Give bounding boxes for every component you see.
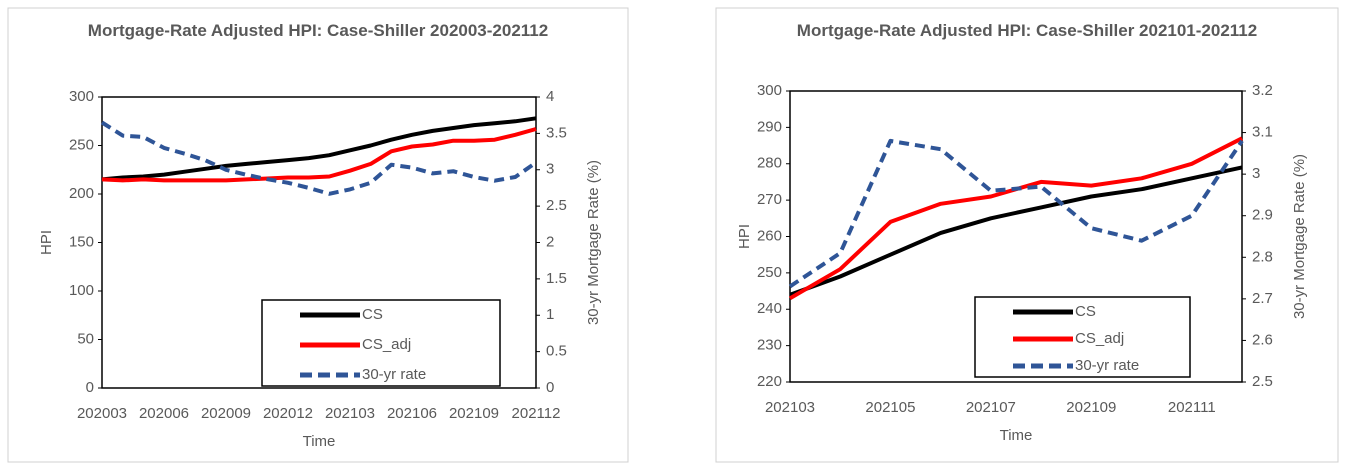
- x-tick-label: 202107: [966, 399, 1016, 416]
- chart-title-box: Mortgage-Rate Adjusted HPI: Case-Shiller…: [87, 21, 549, 40]
- series-line: [789, 165, 1243, 297]
- y-tick-label: 280: [757, 155, 782, 172]
- y-tick-label: 220: [757, 373, 782, 390]
- y2-tick-label: 3.1: [1252, 124, 1273, 141]
- y-tick-label: 300: [757, 82, 782, 99]
- y-tick-label: 300: [69, 88, 94, 105]
- y-tick-label: 270: [757, 191, 782, 208]
- x-tick-label: 202106: [387, 405, 437, 422]
- y-tick-label: 250: [69, 136, 94, 153]
- y2-axis-label: 30-yr Mortgage Rate (%): [585, 160, 602, 325]
- y2-tick-label: 3.5: [546, 124, 567, 141]
- legend-label: CS_adj: [362, 336, 411, 353]
- chart-title: Mortgage-Rate Adjusted HPI: Case-Shiller…: [796, 21, 1258, 40]
- y2-tick-label: 0: [546, 379, 554, 396]
- series-line: [788, 138, 1244, 289]
- chart-frame: [715, 7, 1339, 463]
- series-line: [101, 127, 537, 183]
- x-tick-label: 202112: [512, 405, 561, 422]
- y-tick-label: 260: [757, 227, 782, 244]
- x-tick-label: 202103: [765, 399, 815, 416]
- y2-tick-label: 2: [546, 233, 554, 250]
- y2-tick-label: 2.8: [1252, 248, 1273, 265]
- y2-tick-label: 3.2: [1252, 82, 1273, 99]
- series-line: [101, 116, 537, 182]
- y2-tick-label: 2.5: [1252, 373, 1273, 390]
- y2-tick-label: 2.5: [546, 197, 567, 214]
- x-tick-label: 202103: [325, 405, 375, 422]
- legend-label: CS_adj: [1075, 330, 1124, 347]
- y-tick-label: 0: [86, 379, 94, 396]
- x-axis-label: Time: [1000, 427, 1033, 444]
- y-tick-label: 150: [69, 233, 94, 250]
- series-line: [100, 120, 538, 196]
- legend-label: 30-yr rate: [1075, 357, 1139, 374]
- x-tick-label: 202109: [1066, 399, 1116, 416]
- legend-box: [974, 296, 1191, 378]
- x-axis-label: Time: [303, 433, 336, 450]
- y2-tick-label: 1: [546, 306, 554, 323]
- x-tick-label: 202006: [139, 405, 189, 422]
- chart-title-box: Mortgage-Rate Adjusted HPI: Case-Shiller…: [796, 21, 1258, 40]
- y-tick-label: 200: [69, 185, 94, 202]
- y2-tick-label: 2.6: [1252, 331, 1273, 348]
- x-tick-label: 202105: [865, 399, 915, 416]
- legend-label: 30-yr rate: [362, 366, 426, 383]
- y2-tick-label: 2.7: [1252, 290, 1273, 307]
- legend-label: CS: [362, 306, 383, 323]
- x-tick-label: 202012: [263, 405, 313, 422]
- y-tick-label: 250: [757, 264, 782, 281]
- y-axis-label: HPI: [38, 230, 55, 255]
- y-tick-label: 50: [77, 330, 94, 347]
- x-tick-label: 202111: [1168, 399, 1216, 416]
- y2-tick-label: 1.5: [546, 270, 567, 287]
- y-tick-label: 230: [757, 337, 782, 354]
- legend-label: CS: [1075, 303, 1096, 320]
- x-tick-label: 202003: [77, 405, 127, 422]
- chart-title: Mortgage-Rate Adjusted HPI: Case-Shiller…: [87, 21, 549, 40]
- y-tick-label: 240: [757, 300, 782, 317]
- y2-tick-label: 2.9: [1252, 207, 1273, 224]
- y-tick-label: 290: [757, 118, 782, 135]
- x-tick-label: 202109: [449, 405, 499, 422]
- y-tick-label: 100: [69, 282, 94, 299]
- y2-tick-label: 3: [546, 161, 554, 178]
- y-axis-label: HPI: [736, 224, 753, 249]
- y2-axis-label: 30-yr Mortgage Rate (%): [1291, 154, 1308, 319]
- x-tick-label: 202009: [201, 405, 251, 422]
- y2-tick-label: 3: [1252, 165, 1260, 182]
- y2-tick-label: 0.5: [546, 343, 567, 360]
- y2-tick-label: 4: [546, 88, 554, 105]
